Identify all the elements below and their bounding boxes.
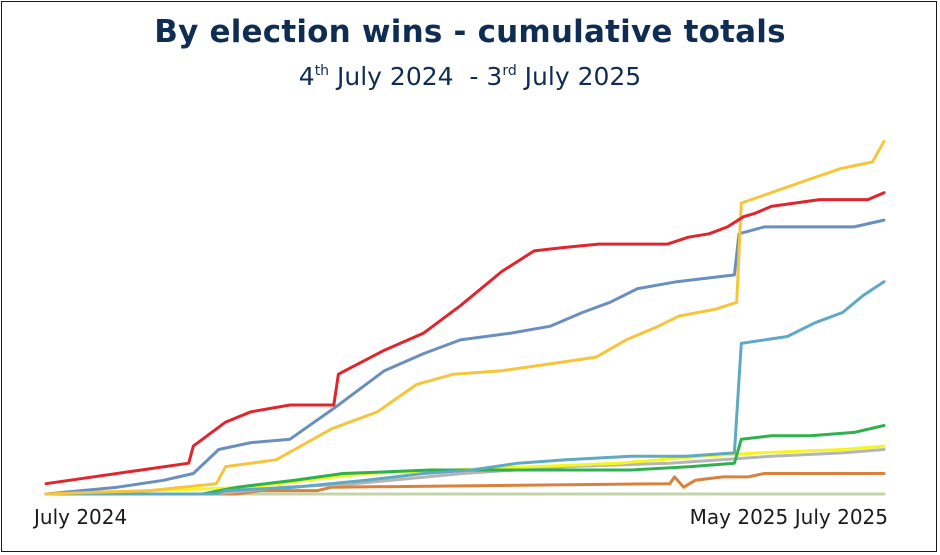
chart-subtitle: 4th July 2024 - 3rd July 2025 [0,62,940,91]
series-line-2 [44,139,886,496]
x-tick-label: July 2025 [793,505,888,529]
x-tick-label: May 2025 [690,505,789,529]
series-line-6 [44,444,886,496]
series-line-4 [44,280,886,496]
x-tick-label: July 2024 [32,505,127,529]
series-line-3 [44,218,886,496]
chart-title: By election wins - cumulative totals [154,14,786,50]
subtitle-end-day: 3 [486,62,503,91]
subtitle-start-suffix: th [314,63,330,79]
subtitle-end-rest: July 2025 [516,62,642,91]
subtitle-start-day: 4 [298,62,315,91]
subtitle-start-rest: July 2024 - [329,62,487,91]
series-line-5 [44,424,886,496]
series-line-1 [44,191,886,486]
subtitle-end-suffix: rd [502,63,517,79]
